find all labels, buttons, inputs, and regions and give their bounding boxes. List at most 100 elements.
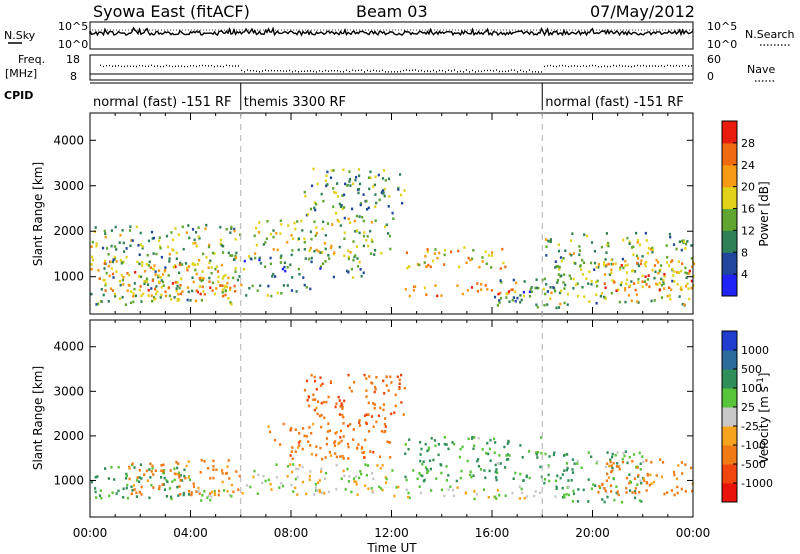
vel-echo-cell — [451, 441, 454, 444]
vel-echo-cell — [222, 489, 226, 492]
vel-echo-cell — [470, 475, 473, 479]
vel-echo-cell — [342, 435, 345, 438]
power-echo-cell — [563, 287, 566, 290]
vel-echo-cell — [350, 490, 353, 494]
vel-echo-cell — [100, 496, 103, 500]
power-echo-cell — [272, 229, 275, 232]
power-echo-cell — [103, 262, 106, 265]
power-echo-cell — [321, 251, 324, 254]
vel-echo-cell — [494, 441, 497, 444]
nsky-trace — [89, 26, 694, 37]
power-echo-cell — [172, 249, 175, 252]
power-echo-cell — [405, 251, 408, 254]
power-echo-cell — [363, 231, 366, 234]
vel-echo-cell — [117, 465, 120, 469]
power-echo-cell — [132, 300, 135, 304]
nave-label: Nave — [747, 63, 775, 76]
power-echo-cell — [275, 232, 278, 235]
power-echo-cell — [641, 285, 644, 289]
vel-echo-cell — [241, 492, 244, 495]
vel-echo-cell — [187, 460, 190, 463]
vel-echo-cell — [177, 494, 180, 497]
power-echo-cell — [668, 286, 671, 289]
power-echo-cell — [210, 272, 213, 275]
power-echo-cell — [168, 257, 171, 260]
vel-echo-cell — [320, 413, 323, 417]
power-echo-cell — [457, 249, 460, 253]
vel-echo-cell — [445, 443, 448, 446]
power-echo-cell — [255, 226, 258, 230]
power-echo-cell — [545, 254, 548, 257]
vel-echo-cell — [341, 405, 344, 409]
power-echo-cell — [590, 283, 593, 286]
power-echo-cell — [227, 297, 230, 300]
vel-echo-cell — [301, 465, 304, 469]
power-echo-cell — [374, 175, 377, 179]
vel-echo-cell — [418, 485, 421, 488]
vel-echo-cell — [138, 480, 141, 483]
power-echo-cell — [286, 284, 289, 287]
power-echo-cell — [465, 261, 468, 264]
power-echo-cell — [322, 199, 325, 203]
vel-echo-cell — [303, 434, 306, 438]
power-echo-cell — [123, 250, 126, 253]
power-echo-cell — [354, 230, 357, 233]
power-echo-cell — [583, 295, 586, 298]
power-echo-cell — [276, 291, 279, 295]
power-echo-cell — [345, 269, 349, 273]
vel-echo-cell — [281, 484, 284, 488]
vel-echo-cell — [419, 459, 422, 463]
power-echo-cell — [504, 265, 507, 269]
vel-echo-cell — [427, 448, 430, 451]
vel-echo-cell — [576, 459, 579, 463]
vel-echo-cell — [212, 459, 215, 463]
power-echo-cell — [358, 260, 361, 264]
power-echo-cell — [662, 282, 665, 286]
power-echo-cell — [198, 285, 202, 288]
power-echo-cell — [202, 252, 205, 256]
vel-echo-cell — [179, 474, 182, 477]
power-echo-cell — [221, 284, 224, 287]
x-axis-label: Time UT — [366, 541, 417, 554]
vel-echo-cell — [339, 436, 342, 439]
power-echo-cell — [160, 279, 163, 282]
vel-echo-cell — [96, 475, 99, 478]
power-echo-cell — [334, 191, 338, 195]
power-echo-cell — [177, 233, 180, 236]
power-echo-cell — [528, 290, 531, 294]
vel-echo-cell — [571, 458, 574, 461]
power-echo-cell — [665, 244, 668, 247]
vel-echo-cell — [628, 489, 632, 492]
power-echo-cell — [290, 289, 294, 292]
power-echo-cell — [425, 293, 428, 297]
power-echo-cell — [668, 294, 671, 297]
vel-echo-cell — [487, 452, 490, 456]
vel-echo-cell — [221, 469, 224, 472]
vel-echo-cell — [294, 477, 297, 481]
vel-echo-cell — [376, 464, 379, 467]
power-echo-cell — [485, 262, 488, 266]
vel-echo-cell — [188, 489, 191, 493]
power-echo-cell — [593, 268, 596, 271]
vel-echo-cell — [393, 494, 396, 498]
vel-echo-cell — [171, 480, 174, 483]
power-echo-cell — [90, 292, 93, 296]
power-echo-cell — [490, 266, 493, 269]
vel-echo-cell — [341, 403, 344, 407]
vel-echo-cell — [298, 432, 301, 435]
vel-echo-cell — [396, 375, 399, 379]
vel-echo-cell — [163, 476, 166, 480]
power-echo-cell — [535, 278, 538, 281]
vel-echo-cell — [133, 466, 136, 469]
power-echo-cell — [359, 203, 362, 207]
vel-echo-cell — [117, 489, 120, 493]
vel-echo-cell — [125, 486, 128, 490]
vel-echo-cell — [637, 474, 640, 477]
vel-echo-cell — [398, 385, 401, 389]
power-echo-cell — [220, 263, 223, 267]
power-echo-cell — [649, 247, 652, 251]
vel-echo-cell — [543, 481, 546, 485]
power-echo-cell — [280, 254, 283, 258]
